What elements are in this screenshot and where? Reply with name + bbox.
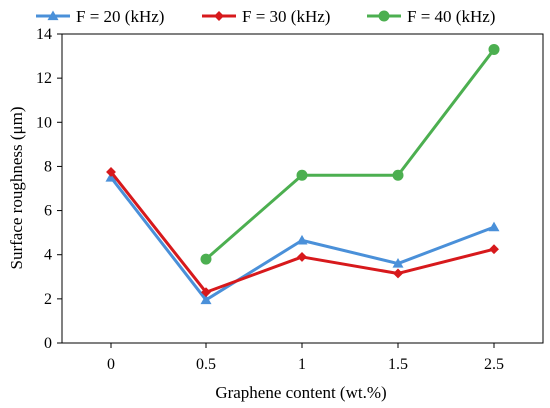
data-point xyxy=(393,268,403,279)
data-point xyxy=(489,244,499,255)
data-point xyxy=(488,221,500,232)
series-1 xyxy=(105,171,500,305)
x-tick-label: 1.5 xyxy=(388,356,408,373)
y-axis-title: Surface roughness (μm) xyxy=(7,106,26,269)
y-tick-label: 6 xyxy=(44,203,52,220)
legend-label: F = 20 (kHz) xyxy=(76,7,164,26)
series-line xyxy=(205,48,496,261)
data-point xyxy=(296,169,308,181)
y-tick-label: 12 xyxy=(36,70,52,87)
y-tick-label: 14 xyxy=(36,26,52,43)
x-tick-label: 2.5 xyxy=(484,356,504,373)
series-line xyxy=(109,171,495,294)
legend-item-1: F = 20 (kHz) xyxy=(36,7,164,26)
legend-marker xyxy=(214,11,224,21)
data-point xyxy=(201,287,211,298)
data-point xyxy=(392,258,404,268)
y-tick-label: 4 xyxy=(44,247,52,264)
legend-marker xyxy=(47,10,59,21)
data-point xyxy=(392,169,404,181)
data-point xyxy=(297,251,307,262)
legend: F = 20 (kHz) F = 30 (kHz) F = 40 (kHz) xyxy=(36,7,495,26)
x-axis: 0 0.5 1 1.5 2.5 xyxy=(107,343,504,373)
data-point xyxy=(488,43,500,55)
data-point xyxy=(296,234,308,245)
y-axis: 0 2 4 6 8 10 12 14 xyxy=(36,26,62,352)
series-3 xyxy=(200,43,500,265)
legend-item-3: F = 40 (kHz) xyxy=(367,7,495,26)
legend-item-2: F = 30 (kHz) xyxy=(202,7,330,26)
x-axis-title: Graphene content (wt.%) xyxy=(215,383,386,402)
y-tick-label: 2 xyxy=(44,291,52,308)
y-tick-label: 10 xyxy=(36,114,52,131)
y-tick-label: 0 xyxy=(44,335,52,352)
x-tick-label: 1 xyxy=(298,356,306,373)
series-layer xyxy=(105,43,500,305)
data-point xyxy=(106,166,116,177)
legend-marker xyxy=(378,10,390,22)
x-tick-label: 0.5 xyxy=(196,356,216,373)
data-point xyxy=(200,294,212,305)
legend-label: F = 30 (kHz) xyxy=(242,7,330,26)
x-tick-label: 0 xyxy=(107,356,115,373)
legend-label: F = 40 (kHz) xyxy=(407,7,495,26)
y-tick-label: 8 xyxy=(44,158,52,175)
data-point xyxy=(200,253,212,265)
series-2 xyxy=(106,166,499,298)
